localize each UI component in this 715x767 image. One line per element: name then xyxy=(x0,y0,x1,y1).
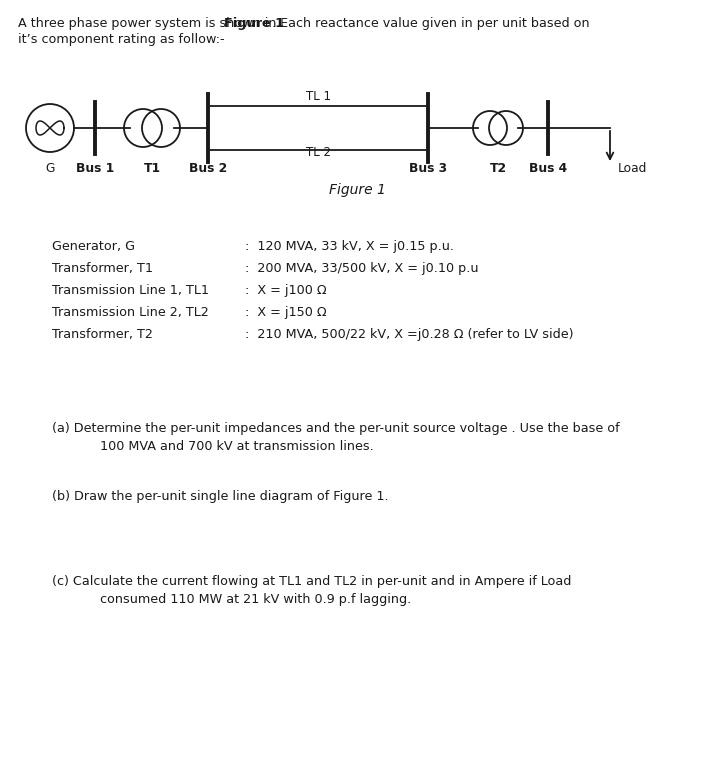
Text: :  120 MVA, 33 kV, X = j0.15 p.u.: : 120 MVA, 33 kV, X = j0.15 p.u. xyxy=(245,240,454,253)
Text: Transformer, T1: Transformer, T1 xyxy=(52,262,153,275)
Text: (a) Determine the per-unit impedances and the per-unit source voltage . Use the : (a) Determine the per-unit impedances an… xyxy=(52,422,620,435)
Text: Transformer, T2: Transformer, T2 xyxy=(52,328,153,341)
Text: T2: T2 xyxy=(490,162,506,175)
Text: TL 2: TL 2 xyxy=(305,146,330,159)
Text: :  200 MVA, 33/500 kV, X = j0.10 p.u: : 200 MVA, 33/500 kV, X = j0.10 p.u xyxy=(245,262,478,275)
Text: Bus 4: Bus 4 xyxy=(529,162,567,175)
Text: A three phase power system is shown in: A three phase power system is shown in xyxy=(18,17,280,30)
Text: it’s component rating as follow:-: it’s component rating as follow:- xyxy=(18,33,225,46)
Text: Figure 1: Figure 1 xyxy=(329,183,385,197)
Text: (b) Draw the per-unit single line diagram of Figure 1.: (b) Draw the per-unit single line diagra… xyxy=(52,490,389,503)
Text: (c) Calculate the current flowing at TL1 and TL2 in per-unit and in Ampere if Lo: (c) Calculate the current flowing at TL1… xyxy=(52,575,571,588)
Text: :  210 MVA, 500/22 kV, X =j0.28 Ω (refer to LV side): : 210 MVA, 500/22 kV, X =j0.28 Ω (refer … xyxy=(245,328,573,341)
Text: TL 1: TL 1 xyxy=(305,90,330,103)
Text: :  X = j150 Ω: : X = j150 Ω xyxy=(245,306,327,319)
Text: 100 MVA and 700 kV at transmission lines.: 100 MVA and 700 kV at transmission lines… xyxy=(100,440,374,453)
Text: Bus 1: Bus 1 xyxy=(76,162,114,175)
Text: Bus 3: Bus 3 xyxy=(409,162,447,175)
Text: . Each reactance value given in per unit based on: . Each reactance value given in per unit… xyxy=(272,17,590,30)
Text: Generator, G: Generator, G xyxy=(52,240,135,253)
Text: Transmission Line 2, TL2: Transmission Line 2, TL2 xyxy=(52,306,209,319)
Text: :  X = j100 Ω: : X = j100 Ω xyxy=(245,284,327,297)
Text: Bus 2: Bus 2 xyxy=(189,162,227,175)
Text: T1: T1 xyxy=(144,162,161,175)
Text: G: G xyxy=(45,162,54,175)
Text: Transmission Line 1, TL1: Transmission Line 1, TL1 xyxy=(52,284,209,297)
Text: Figure 1: Figure 1 xyxy=(224,17,284,30)
Text: consumed 110 MW at 21 kV with 0.9 p.f lagging.: consumed 110 MW at 21 kV with 0.9 p.f la… xyxy=(100,593,411,606)
Text: Load: Load xyxy=(618,162,647,175)
